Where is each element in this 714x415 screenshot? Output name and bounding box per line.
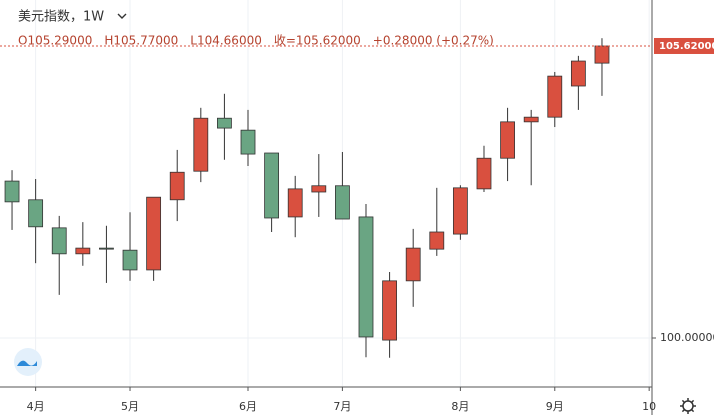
candle-body	[452, 187, 468, 235]
candle-body	[217, 117, 232, 129]
candle-body	[523, 116, 539, 123]
candle-body	[4, 180, 20, 203]
candle-body	[476, 157, 492, 190]
chart-title: 美元指数，1W	[18, 10, 104, 25]
grid	[0, 0, 652, 387]
candle-body	[240, 129, 256, 155]
ohlc-item: +0.28000 (+0.27%)	[373, 34, 494, 48]
candle-body	[570, 60, 586, 87]
candle-body	[311, 185, 327, 193]
candle-body	[169, 171, 185, 201]
plot	[0, 38, 652, 358]
candle-body	[405, 247, 421, 282]
last-price-label: 105.62000	[659, 41, 714, 52]
x-tick-label: 6月	[239, 400, 257, 413]
settings-icon[interactable]	[680, 398, 696, 414]
x-tick-label: 5月	[121, 400, 139, 413]
candle-body	[500, 121, 515, 159]
title-dropdown[interactable]	[117, 13, 127, 19]
candle-body	[358, 216, 374, 338]
ohlc-item: L104.66000	[190, 34, 262, 48]
y-tick-label: 100.00000	[660, 331, 714, 344]
ohlc-item: O105.29000	[18, 34, 92, 48]
candle-body	[547, 75, 563, 118]
candle-body	[51, 227, 67, 255]
candle-body	[335, 185, 350, 220]
candle-body	[146, 196, 162, 271]
candle-body	[75, 247, 91, 255]
x-tick-label: 8月	[451, 400, 469, 413]
gear-teeth	[680, 398, 696, 414]
candle-body	[382, 280, 397, 341]
candle-body	[287, 188, 303, 218]
logo[interactable]	[14, 348, 42, 376]
candle-body	[28, 199, 44, 228]
logo-wave	[17, 360, 37, 366]
ohlc-legend: O105.29000 H105.77000 L104.66000 收=105.6200…	[18, 34, 494, 48]
x-tick-label: 4月	[27, 400, 45, 413]
candle-body	[99, 247, 114, 250]
x-tick-label: 7月	[333, 400, 351, 413]
candle-body	[193, 117, 209, 172]
ohlc-item: H105.77000	[104, 34, 178, 48]
ohlc-item: 收=105.62000	[274, 34, 361, 48]
candle-body	[594, 45, 610, 64]
last-price-box	[654, 37, 714, 54]
x-tick-label: 9月	[546, 400, 564, 413]
candle-body	[429, 231, 445, 250]
x-tick-label: 10	[642, 400, 656, 413]
candle-body	[122, 249, 138, 271]
candle-body	[264, 152, 280, 219]
